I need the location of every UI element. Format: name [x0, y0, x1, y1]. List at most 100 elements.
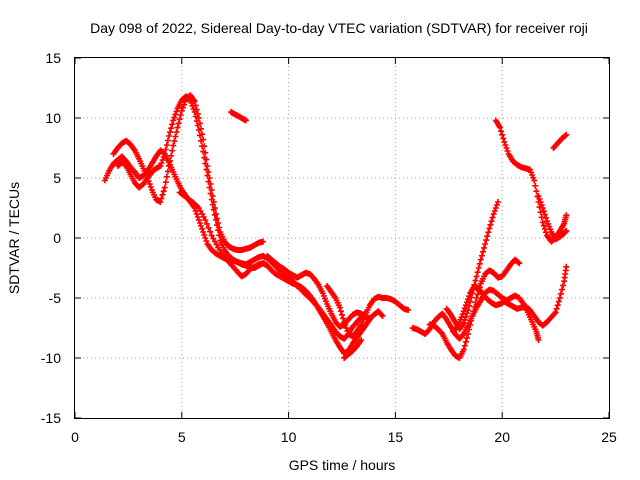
data-point: [190, 106, 197, 112]
data-point: [212, 211, 219, 217]
data-point: [205, 178, 212, 185]
data-layer: [101, 92, 570, 361]
data-point: [535, 337, 542, 343]
data-point: [174, 124, 181, 131]
data-point: [169, 147, 176, 154]
data-point: [501, 139, 508, 145]
data-point: [147, 184, 154, 190]
y-tick-label: 0: [53, 230, 61, 246]
data-point: [199, 143, 206, 150]
data-point: [344, 328, 351, 334]
data-point: [486, 225, 493, 232]
data-point: [557, 290, 564, 297]
data-point: [472, 299, 479, 306]
data-point: [171, 114, 178, 121]
data-point: [209, 201, 216, 208]
data-point: [207, 228, 214, 235]
x-tick-label: 5: [178, 429, 186, 445]
data-point: [531, 177, 538, 184]
data-point: [537, 199, 544, 205]
data-point: [461, 305, 468, 312]
y-tick-label: 5: [53, 170, 61, 186]
data-point: [194, 214, 201, 220]
data-point: [259, 238, 266, 245]
y-tick-label: 10: [45, 110, 61, 126]
y-tick-label: -5: [49, 290, 62, 306]
y-tick-label: -15: [41, 410, 61, 426]
data-point: [264, 262, 271, 269]
data-point: [192, 113, 199, 120]
data-point: [158, 160, 165, 166]
data-point: [161, 184, 168, 191]
data-point: [491, 208, 498, 214]
data-point: [555, 298, 562, 305]
data-point: [533, 188, 540, 195]
data-point: [208, 196, 215, 203]
data-point: [494, 199, 501, 205]
data-point: [499, 131, 506, 138]
data-point: [535, 193, 542, 199]
data-point: [160, 154, 167, 160]
data-point: [176, 116, 183, 123]
data-point: [502, 142, 509, 148]
data-point: [503, 145, 510, 151]
data-point: [194, 122, 201, 129]
data-point: [207, 190, 214, 197]
data-point: [165, 133, 172, 139]
data-point: [536, 196, 543, 202]
data-point: [541, 226, 548, 232]
data-point: [206, 184, 213, 191]
data-point: [463, 334, 470, 341]
data-point: [191, 109, 198, 115]
data-point: [170, 117, 177, 124]
data-point: [479, 248, 486, 255]
x-tick-label: 0: [71, 429, 79, 445]
data-point: [515, 259, 522, 266]
data-point: [202, 160, 209, 167]
data-point: [476, 260, 483, 267]
data-point: [202, 217, 209, 223]
data-series: [550, 131, 570, 151]
data-point: [175, 120, 182, 127]
data-point: [462, 302, 469, 309]
data-point: [473, 295, 480, 301]
data-point: [191, 98, 198, 105]
x-tick-label: 10: [281, 429, 297, 445]
data-point: [163, 142, 170, 148]
data-point: [198, 137, 205, 144]
data-point: [196, 220, 203, 226]
data-point: [189, 103, 196, 109]
data-series: [101, 147, 369, 342]
data-point: [336, 304, 343, 311]
data-series: [324, 283, 412, 340]
data-point: [538, 202, 545, 208]
data-point: [485, 229, 492, 236]
data-point: [539, 219, 546, 226]
data-point: [474, 291, 481, 298]
data-point: [563, 263, 570, 270]
data-point: [487, 221, 494, 228]
data-series: [492, 117, 570, 245]
data-point: [500, 135, 507, 142]
data-point: [168, 125, 175, 132]
data-point: [205, 224, 212, 231]
data-point: [467, 322, 474, 328]
data-point: [473, 273, 480, 280]
data-point: [204, 172, 211, 179]
data-point: [539, 205, 546, 211]
data-point: [542, 229, 549, 236]
data-point: [201, 232, 208, 238]
data-point: [563, 131, 570, 138]
y-tick-labels: -15 -10 -5 0 5 10 15: [41, 50, 61, 426]
data-point: [203, 238, 210, 244]
data-point: [541, 211, 548, 218]
data-point: [466, 293, 473, 300]
data-point: [341, 319, 348, 325]
data-point: [483, 237, 490, 244]
data-point: [157, 163, 164, 169]
data-point: [203, 220, 210, 227]
x-tick-label: 25: [601, 429, 617, 445]
data-point: [199, 226, 206, 232]
data-point: [167, 157, 174, 164]
